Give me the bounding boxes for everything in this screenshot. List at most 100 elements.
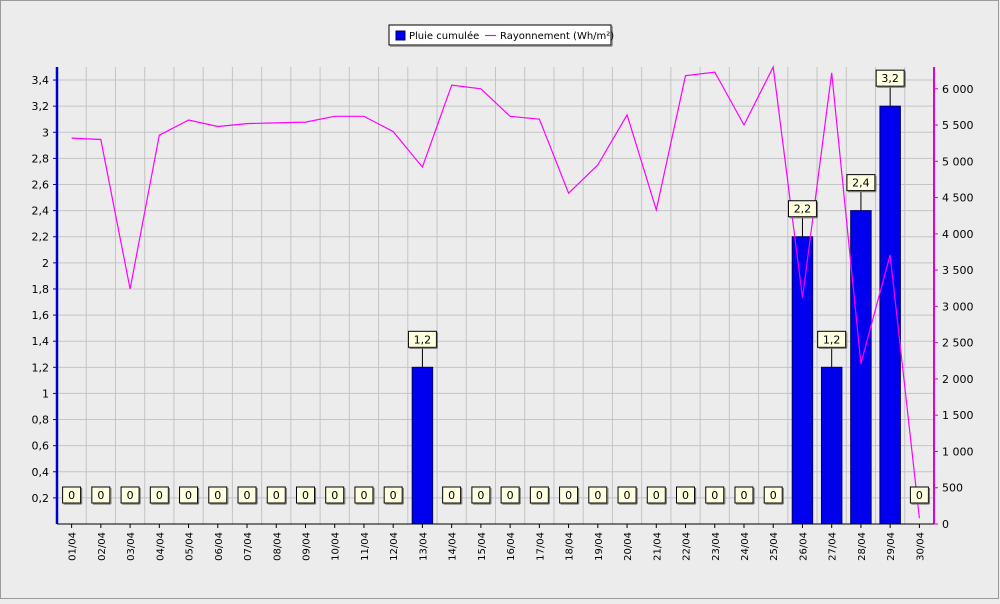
x-tick-label: 29/04 — [886, 532, 897, 561]
data-label-box — [875, 69, 905, 87]
data-label: 0 — [653, 489, 660, 502]
x-tick-label: 23/04 — [711, 532, 722, 561]
data-label: 3,2 — [881, 72, 899, 85]
right-tick-label: 0 — [942, 518, 949, 531]
x-tick-label: 28/04 — [857, 532, 868, 561]
data-label-box — [237, 486, 257, 504]
x-tick-label: 27/04 — [828, 532, 839, 561]
left-tick-label: 3,2 — [32, 100, 50, 113]
x-tick-label: 26/04 — [798, 532, 809, 561]
data-label-box — [559, 486, 579, 504]
left-tick-label: 0,4 — [32, 466, 50, 479]
data-label-box — [676, 486, 696, 504]
data-label: 0 — [770, 489, 777, 502]
x-tick-label: 22/04 — [682, 532, 693, 561]
data-label: 0 — [624, 489, 631, 502]
data-label-box — [208, 486, 228, 504]
data-label-box — [62, 486, 82, 504]
x-tick-label: 06/04 — [214, 532, 225, 561]
data-label: 0 — [477, 489, 484, 502]
data-label: 0 — [185, 489, 192, 502]
data-label-box — [588, 486, 608, 504]
x-tick-label: 11/04 — [360, 532, 371, 561]
data-label: 0 — [507, 489, 514, 502]
data-label: 0 — [244, 489, 251, 502]
data-label-box — [120, 486, 140, 504]
right-tick-label: 3 500 — [942, 264, 974, 277]
x-tick-label: 21/04 — [652, 532, 663, 561]
data-label-box — [442, 486, 462, 504]
legend-bar-swatch — [395, 30, 406, 41]
data-label: 0 — [360, 489, 367, 502]
data-label: 0 — [536, 489, 543, 502]
data-label-box — [529, 486, 549, 504]
data-label-box — [179, 486, 199, 504]
data-label: 0 — [331, 489, 338, 502]
right-tick-label: 1 500 — [942, 409, 974, 422]
data-label: 0 — [565, 489, 572, 502]
data-label: 0 — [390, 489, 397, 502]
x-tick-label: 09/04 — [301, 532, 312, 561]
legend-bar-label: Pluie cumulée — [409, 30, 479, 42]
data-label: 1,2 — [414, 333, 432, 346]
left-tick-label: 1 — [42, 387, 49, 400]
data-label-box — [325, 486, 345, 504]
data-label-box — [383, 486, 403, 504]
data-label-box — [763, 486, 783, 504]
legend: Pluie cumulée Rayonnement (Wh/m²) — [388, 24, 614, 47]
legend-box — [388, 24, 612, 46]
data-label: 0 — [594, 489, 601, 502]
left-tick-label: 0,6 — [32, 440, 50, 453]
data-label-box — [705, 486, 725, 504]
left-tick-label: 0,2 — [32, 492, 50, 505]
left-tick-label: 2,6 — [32, 179, 50, 192]
left-tick-label: 1,2 — [32, 361, 50, 374]
data-label-box — [471, 486, 491, 504]
data-label-box — [354, 486, 374, 504]
x-tick-label: 14/04 — [448, 532, 459, 561]
x-tick-label: 20/04 — [623, 532, 634, 561]
line-series — [71, 64, 920, 519]
data-label-box — [617, 486, 637, 504]
data-label: 0 — [127, 489, 134, 502]
data-label-box — [787, 200, 817, 218]
x-tick-label: 30/04 — [915, 532, 926, 561]
data-label-box — [817, 330, 847, 348]
data-label: 0 — [302, 489, 309, 502]
right-tick-label: 4 000 — [942, 228, 974, 241]
data-label: 0 — [916, 489, 923, 502]
data-label-box — [295, 486, 315, 504]
right-tick-label: 4 500 — [942, 192, 974, 205]
right-tick-label: 5 000 — [942, 155, 974, 168]
x-tick-label: 16/04 — [506, 532, 517, 561]
left-tick-label: 3,4 — [32, 74, 50, 87]
data-label: 0 — [273, 489, 280, 502]
plot-area: 0,2 0,4 0,6 0,8 1 1,2 1,4 1,6 1,8 2 2,2 2,4 2,6 2,8 3 3… — [32, 64, 974, 561]
right-tick-label: 5 500 — [942, 119, 974, 132]
data-label-box — [846, 174, 876, 192]
data-label-box — [266, 486, 286, 504]
left-tick-label: 0,8 — [32, 414, 50, 427]
data-label-box — [734, 486, 754, 504]
right-tick-label: 1 000 — [942, 445, 974, 458]
data-label: 0 — [682, 489, 689, 502]
left-tick-label: 1,8 — [32, 283, 50, 296]
right-tick-label: 2 500 — [942, 337, 974, 350]
data-labels: 0 0 0 0 0 0 0 0 0 0 0 0 1,2 0 0 0 0 0 0 0 0 0 0 0 0 2,2 1,2 2,4 3,2 0 — [62, 69, 930, 505]
data-label-box — [909, 486, 929, 504]
x-tick-label: 13/04 — [418, 532, 429, 561]
x-tick-label: 25/04 — [769, 532, 780, 561]
data-label: 2,4 — [852, 177, 870, 190]
right-tick-label: 500 — [942, 482, 963, 495]
bar — [411, 366, 434, 525]
data-label: 2,2 — [794, 203, 812, 216]
x-tick-label: 07/04 — [243, 532, 254, 561]
data-label: 1,2 — [823, 333, 841, 346]
data-label: 0 — [448, 489, 455, 502]
right-tick-label: 3 000 — [942, 300, 974, 313]
data-label-box — [91, 486, 111, 504]
left-tick-label: 2,8 — [32, 152, 50, 165]
x-tick-label: 24/04 — [740, 532, 751, 561]
grid — [56, 67, 935, 524]
data-label: 0 — [156, 489, 163, 502]
